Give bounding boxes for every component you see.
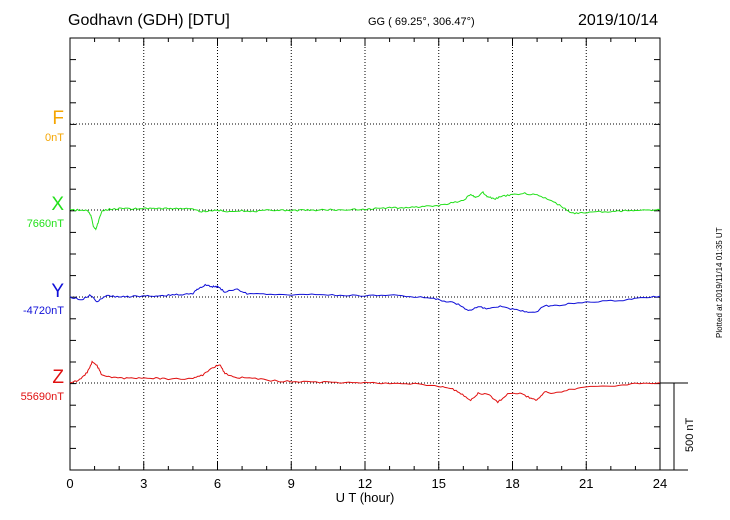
x-tick-label: 0	[66, 476, 73, 491]
x-tick-label: 3	[140, 476, 147, 491]
baseline-label-f: 0nT	[45, 132, 64, 144]
station-title: Godhavn (GDH) [DTU]	[68, 12, 230, 29]
x-tick-label: 12	[358, 476, 372, 491]
series-line-x	[69, 191, 661, 231]
component-letter-z: Z	[52, 367, 64, 388]
component-letter-f: F	[52, 108, 64, 129]
scale-bar-label: 500 nT	[684, 417, 696, 452]
baseline-label-x: 7660nT	[26, 218, 64, 230]
component-letter-x: X	[51, 194, 64, 215]
x-tick-label: 9	[288, 476, 295, 491]
station-coordinates: GG ( 69.25°, 306.47°)	[368, 16, 475, 28]
x-axis-label: U T (hour)	[335, 490, 395, 505]
series-group	[69, 191, 661, 404]
baseline-label-z: 55690nT	[20, 391, 64, 403]
x-tick-label: 21	[579, 476, 593, 491]
series-line-z	[70, 360, 661, 404]
series-line-y	[69, 283, 661, 313]
scale-bar	[660, 382, 688, 471]
x-tick-label: 15	[432, 476, 446, 491]
x-tick-labels: 0 3 6 9 12 15 18 21 24	[66, 476, 667, 491]
x-tick-label: 18	[505, 476, 519, 491]
baseline-label-y: -4720nT	[23, 305, 64, 317]
plotted-timestamp: Plotted at 2019/11/14 01:35 UT	[715, 227, 724, 338]
x-tick-label: 24	[653, 476, 667, 491]
plot-date: 2019/10/14	[578, 12, 659, 29]
x-tick-label: 6	[214, 476, 221, 491]
component-letter-y: Y	[51, 281, 64, 302]
grid-lines	[70, 38, 660, 470]
